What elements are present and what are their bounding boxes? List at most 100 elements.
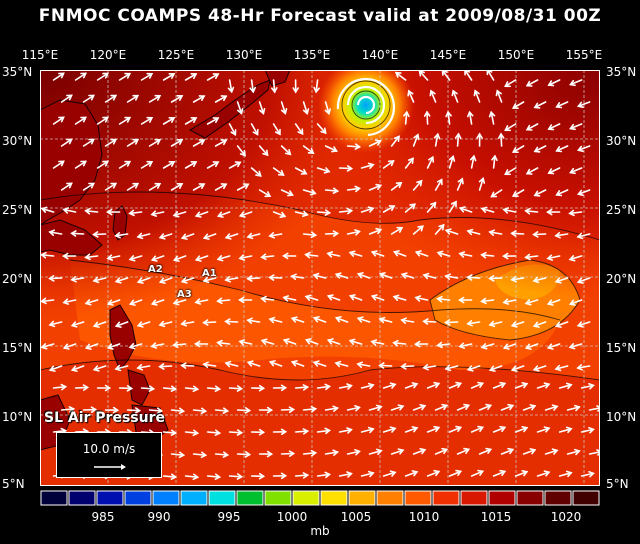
wind-vector <box>115 321 129 327</box>
wind-vector-head <box>202 319 209 326</box>
wind-vector-head <box>302 472 310 479</box>
wind-vector-head <box>370 294 378 301</box>
wind-vector-head <box>348 250 356 257</box>
wind-vector-head <box>246 275 253 282</box>
wind-vector-head <box>354 143 362 150</box>
wind-vector <box>206 431 221 434</box>
wind-vector <box>206 475 221 478</box>
wind-vector-head <box>290 316 298 323</box>
wind-vector-head <box>507 403 515 411</box>
wind-vector-head <box>367 382 375 390</box>
wind-vector-head <box>367 426 375 434</box>
wind-vector-head <box>576 277 584 284</box>
wind-vector <box>459 343 473 348</box>
wind-vector-head <box>476 132 483 139</box>
wind-vector-head <box>334 272 342 279</box>
wind-vector <box>360 207 374 213</box>
wind-vector-head <box>244 451 252 458</box>
wind-vector-head <box>102 116 109 123</box>
wind-vector-head <box>280 108 288 115</box>
wind-vector <box>452 90 459 103</box>
wind-vector-head <box>307 148 315 155</box>
wind-vector-head <box>525 124 533 131</box>
lat-tick-right-35: 35°N <box>606 65 637 79</box>
wind-vector-head <box>576 101 584 108</box>
wind-vector <box>63 299 77 304</box>
wind-vector-head <box>524 343 532 350</box>
wind-vector-head <box>192 429 200 437</box>
wind-vector-head <box>190 117 198 123</box>
wind-vector <box>395 71 407 81</box>
wind-vector <box>489 321 503 326</box>
wind-vector <box>400 365 415 368</box>
wind-vector-head <box>348 294 356 301</box>
wind-vector <box>313 317 327 323</box>
wind-vector <box>492 155 496 169</box>
wind-vector-head <box>313 86 320 94</box>
wind-vector-head <box>114 232 121 239</box>
wind-vector <box>445 365 459 370</box>
wind-vector <box>503 343 517 349</box>
wind-vector <box>40 254 55 257</box>
wind-vector-head <box>554 321 562 328</box>
lat-tick-left-35: 35°N <box>2 65 33 79</box>
wind-vector-head <box>172 255 180 262</box>
wind-vector-head <box>268 232 275 239</box>
wind-vector <box>558 383 573 389</box>
lon-tick-120: 120°E <box>89 48 127 62</box>
wind-vector <box>302 145 315 154</box>
wind-vector-head <box>180 233 188 240</box>
wind-vector-head <box>202 361 209 368</box>
wind-vector-head <box>280 428 288 436</box>
wind-vector-head <box>444 228 452 235</box>
wind-vector <box>555 321 569 327</box>
wind-vector-head <box>106 208 113 216</box>
wind-vector-head <box>246 317 253 324</box>
wind-vector <box>441 70 451 81</box>
wind-vector-head <box>392 294 400 301</box>
wind-vector <box>70 277 85 281</box>
wind-vector-head <box>224 360 232 368</box>
wind-vector-head <box>521 426 529 433</box>
wind-vector-head <box>387 160 395 167</box>
wind-vector-head <box>414 250 422 257</box>
colorbar-tick-990: 990 <box>147 510 171 524</box>
wind-vector-head <box>502 252 509 260</box>
colorbar-tick-1015: 1015 <box>480 510 512 524</box>
wind-vector <box>214 453 229 456</box>
wind-vector-head <box>356 361 363 368</box>
wind-vector-head <box>279 211 287 218</box>
wind-vector-head <box>146 72 154 79</box>
wind-vector-head <box>212 161 220 168</box>
wind-scale-legend: 10.0 m/s <box>56 432 162 478</box>
wind-vector <box>137 277 151 283</box>
wind-vector <box>203 277 217 282</box>
wind-vector <box>480 254 495 257</box>
wind-vector-head <box>48 365 56 372</box>
wind-vector <box>148 94 161 103</box>
wind-vector-head <box>268 274 275 281</box>
wind-vector-head <box>356 272 364 279</box>
wind-vector-head <box>576 145 584 152</box>
wind-vector <box>378 364 393 367</box>
wind-vector-head <box>478 177 486 184</box>
wind-vector-head <box>326 251 334 258</box>
wind-vector <box>555 145 569 152</box>
wind-vector <box>192 139 205 147</box>
wind-vector-head <box>529 448 537 455</box>
wind-vector <box>302 101 309 115</box>
wind-vector-head <box>490 191 498 198</box>
wind-vector-head <box>297 128 304 136</box>
wind-vector-head <box>400 272 408 279</box>
wind-vector <box>192 409 207 413</box>
wind-vector-head <box>326 338 334 345</box>
wind-vector <box>525 299 539 305</box>
wind-vector-head <box>244 407 252 414</box>
wind-vector-head <box>154 94 162 101</box>
wind-vector <box>382 160 395 169</box>
wind-vector <box>40 299 55 303</box>
wind-vector <box>338 384 353 389</box>
wind-vector <box>228 79 233 93</box>
wind-vector-head <box>48 275 55 282</box>
wind-vector-head <box>150 210 158 217</box>
